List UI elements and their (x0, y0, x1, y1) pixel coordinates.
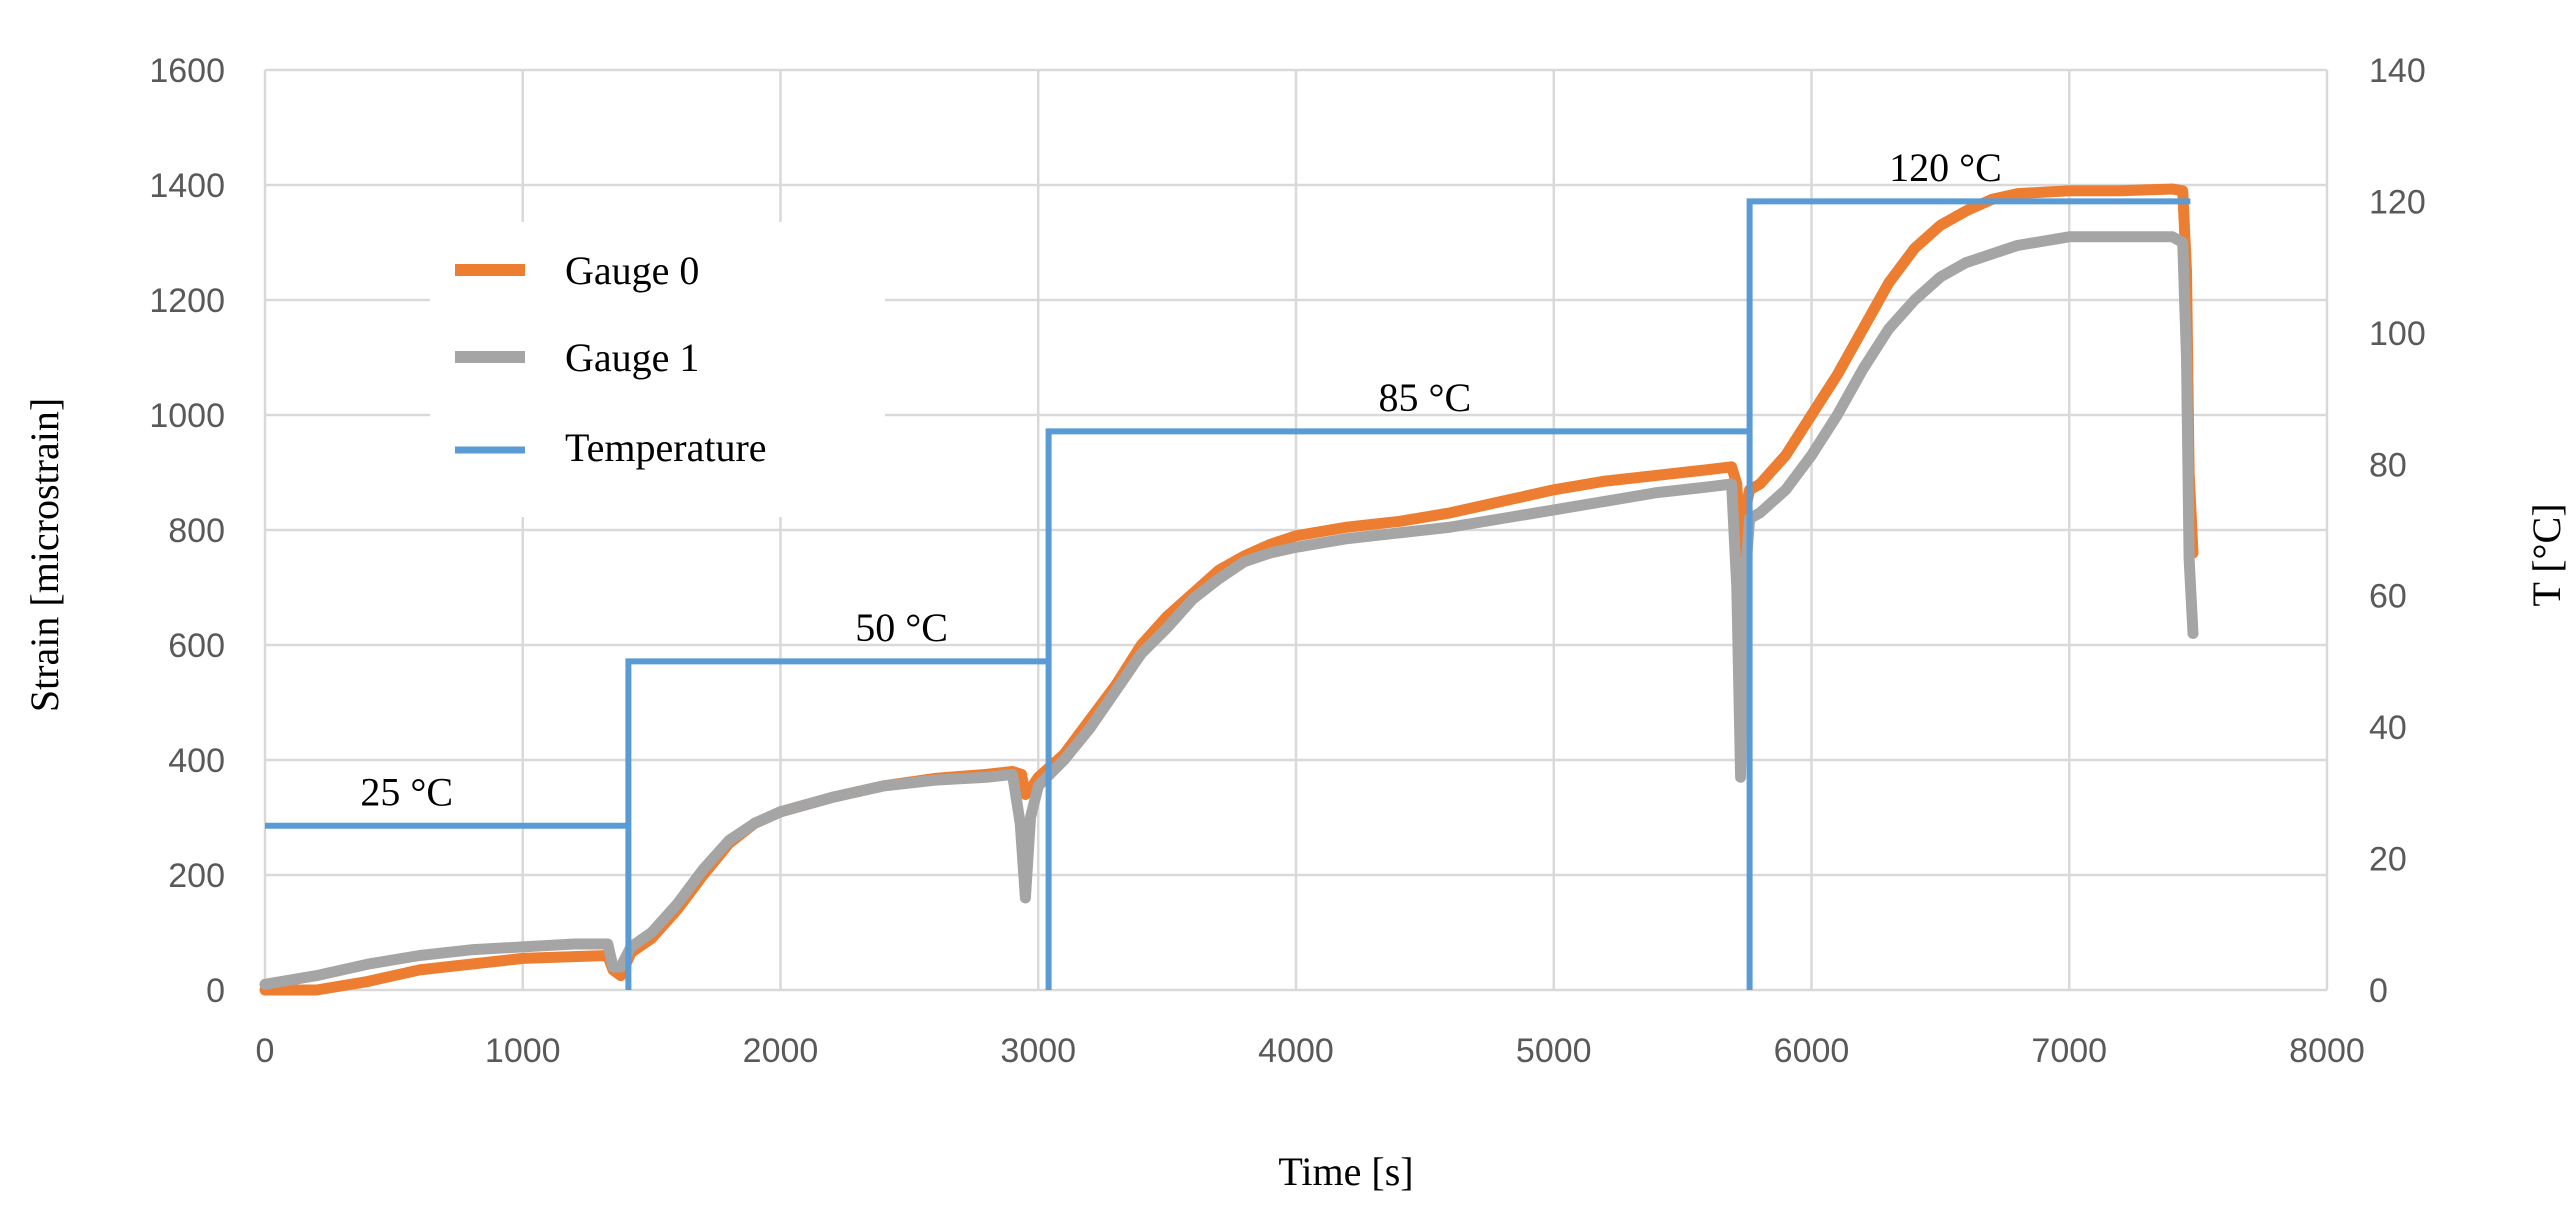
y2-tick-label: 20 (2369, 841, 2407, 879)
right-axis-ticks: 0 20 40 60 80 100 120 140 (2369, 52, 2426, 1010)
y-tick-label: 1000 (149, 397, 225, 435)
x-tick-label: 0 (256, 1032, 275, 1070)
legend-label-gauge-1: Gauge 1 (565, 335, 699, 380)
y2-tick-label: 140 (2369, 52, 2426, 90)
y2-tick-label: 100 (2369, 315, 2426, 353)
y2-tick-label: 60 (2369, 578, 2407, 616)
x-tick-label: 3000 (1000, 1032, 1076, 1070)
x-tick-label: 1000 (485, 1032, 561, 1070)
x-tick-label: 4000 (1258, 1032, 1334, 1070)
y-tick-label: 200 (168, 857, 225, 895)
y2-tick-label: 80 (2369, 446, 2407, 484)
y-tick-label: 600 (168, 627, 225, 665)
y-tick-label: 400 (168, 742, 225, 780)
temperature-label: 120 °C (1889, 145, 2002, 190)
temperature-annotations: 25 °C 50 °C 85 °C 120 °C (360, 145, 2001, 814)
temperature-label: 50 °C (855, 605, 948, 650)
series-gauge-1 (259, 231, 2199, 990)
x-tick-label: 5000 (1516, 1032, 1592, 1070)
x-tick-label: 7000 (2031, 1032, 2107, 1070)
data-series (259, 183, 2199, 996)
y2-tick-label: 120 (2369, 183, 2426, 221)
y-tick-label: 0 (206, 972, 225, 1010)
y2-tick-label: 0 (2369, 972, 2388, 1010)
y2-tick-label: 40 (2369, 709, 2407, 747)
legend-label-temperature: Temperature (565, 425, 767, 470)
x-tick-label: 8000 (2289, 1032, 2365, 1070)
legend-label-gauge-0: Gauge 0 (565, 248, 699, 293)
y-axis-title: Strain [microstrain] (22, 398, 67, 712)
left-axis-ticks: 0 200 400 600 800 1000 1200 1400 1600 (149, 52, 225, 1010)
grid-lines (263, 68, 2329, 992)
y-tick-label: 800 (168, 512, 225, 550)
y-tick-label: 1200 (149, 282, 225, 320)
y2-axis-title: T [°C] (2524, 503, 2569, 606)
y-tick-label: 1600 (149, 52, 225, 90)
y-tick-label: 1400 (149, 167, 225, 205)
x-tick-label: 2000 (743, 1032, 819, 1070)
series-temperature (265, 198, 2191, 990)
temperature-label: 25 °C (360, 769, 453, 814)
x-tick-label: 6000 (1774, 1032, 1850, 1070)
temperature-label: 85 °C (1379, 375, 1472, 420)
x-axis-ticks: 0 1000 2000 3000 4000 5000 6000 7000 8000 (256, 1032, 2365, 1070)
legend: Gauge 0 Gauge 1 Temperature (430, 222, 885, 517)
x-axis-title: Time [s] (1278, 1149, 1413, 1194)
